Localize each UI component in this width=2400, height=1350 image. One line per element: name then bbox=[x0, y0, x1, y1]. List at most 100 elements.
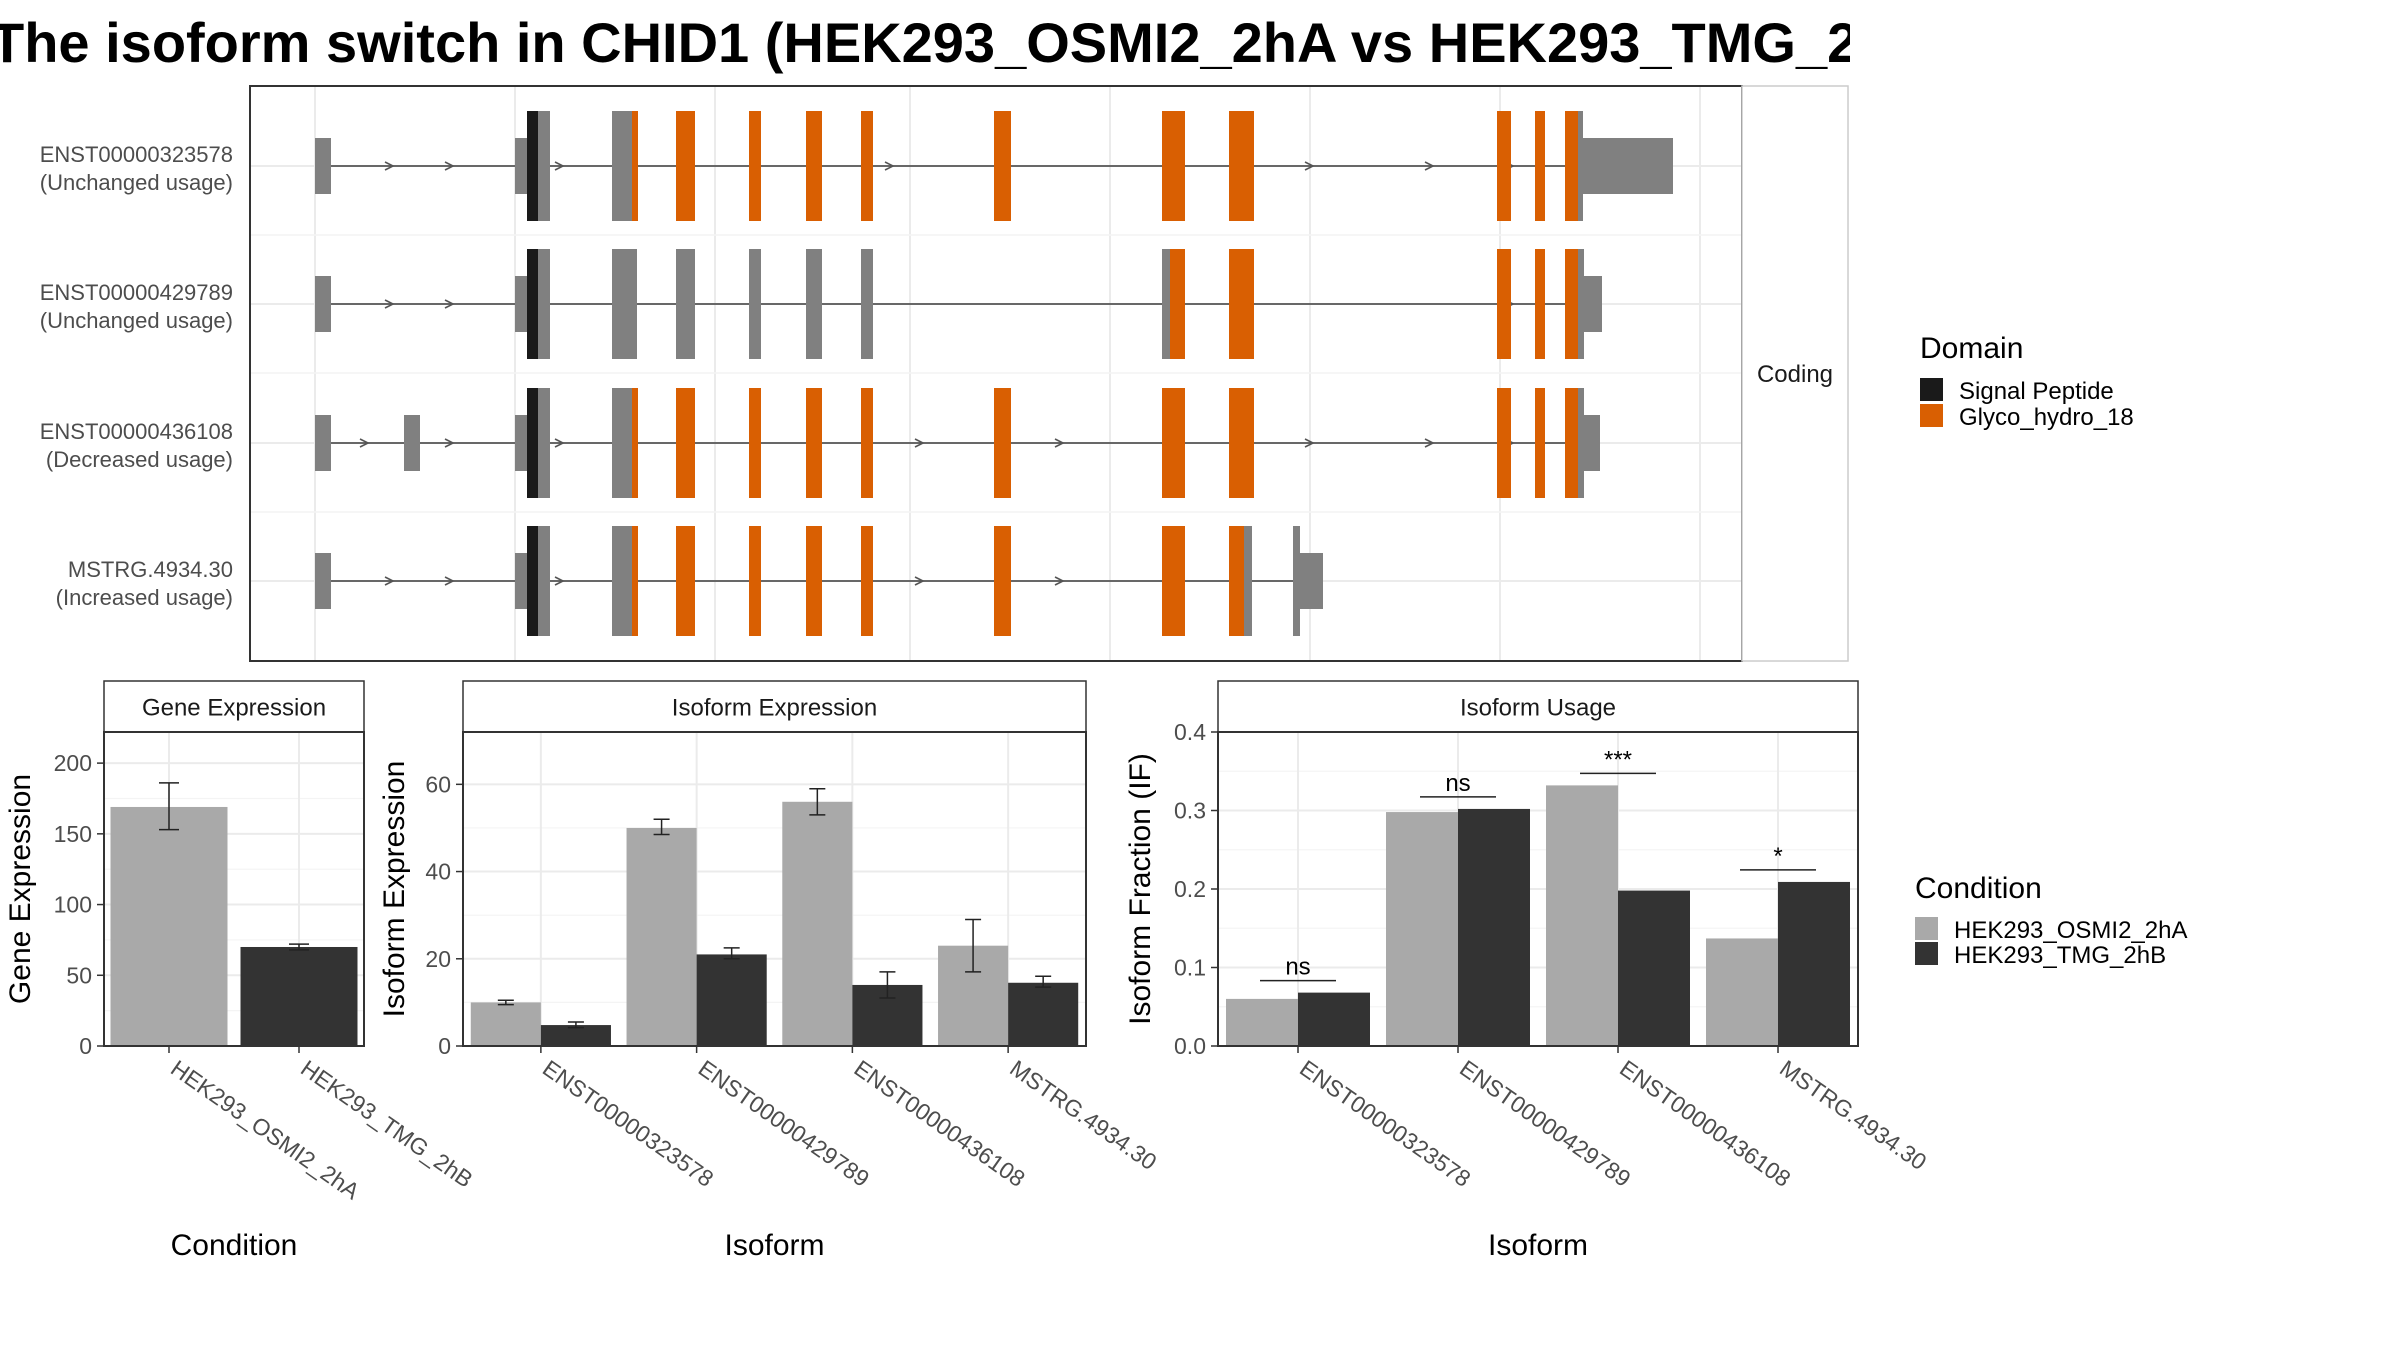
bar bbox=[1706, 938, 1778, 1046]
y-axis-title: Gene Expression bbox=[4, 774, 37, 1004]
y-axis-title: Isoform Fraction (IF) bbox=[1124, 753, 1157, 1025]
exon bbox=[676, 249, 695, 359]
isoform-track bbox=[315, 388, 1600, 498]
glyco-hydro-exon bbox=[1170, 249, 1185, 359]
strand-arrow bbox=[1054, 438, 1065, 448]
x-axis-title: Isoform bbox=[724, 1229, 824, 1262]
exon bbox=[1578, 111, 1583, 221]
isoform-usage-label: (Unchanged usage) bbox=[40, 170, 233, 195]
glyco-hydro-exon bbox=[806, 111, 822, 221]
y-tick-label: 60 bbox=[425, 771, 451, 797]
isoform-id-label: ENST00000323578 bbox=[40, 142, 233, 167]
exon bbox=[612, 526, 632, 636]
bar bbox=[540, 1025, 611, 1046]
strand-arrow bbox=[1424, 161, 1435, 171]
glyco-hydro-exon bbox=[632, 388, 638, 498]
strip-label: Coding bbox=[1757, 361, 1833, 388]
strand-arrow bbox=[359, 438, 370, 448]
bar bbox=[626, 827, 697, 1046]
domain-legend-label: Signal Peptide bbox=[1959, 378, 2114, 405]
glyco-hydro-exon bbox=[676, 526, 695, 636]
significance-label: ns bbox=[1445, 770, 1470, 797]
glyco-hydro-exon bbox=[1497, 249, 1511, 359]
strand-arrow bbox=[444, 438, 455, 448]
exon bbox=[612, 111, 632, 221]
significance-label: ns bbox=[1285, 954, 1310, 981]
glyco-hydro-exon bbox=[1535, 249, 1545, 359]
x-tick-label: ENST00000323578 bbox=[1295, 1055, 1475, 1192]
glyco-hydro-exon bbox=[676, 111, 695, 221]
strand-arrow bbox=[444, 299, 455, 309]
y-tick-label: 0 bbox=[438, 1033, 451, 1059]
isoform-usage-label: (Increased usage) bbox=[56, 585, 233, 610]
signal-peptide-exon bbox=[527, 249, 538, 359]
bar-panel-3: Isoform Usagensns****0.00.10.20.30.4ENST… bbox=[1124, 680, 1931, 1262]
y-tick-label: 0.1 bbox=[1174, 955, 1206, 981]
panel-title: Gene Expression bbox=[142, 695, 326, 722]
strand-arrow bbox=[554, 576, 565, 586]
bar bbox=[1458, 808, 1530, 1046]
glyco-hydro-exon bbox=[749, 526, 761, 636]
strand-arrow bbox=[1424, 438, 1435, 448]
glyco-hydro-exon bbox=[994, 111, 1011, 221]
x-axis-title: Condition bbox=[171, 1229, 298, 1262]
panel-strip bbox=[462, 680, 1087, 733]
condition-legend-label: HEK293_OSMI2_2hA bbox=[1954, 917, 2187, 944]
glyco-hydro-exon bbox=[994, 526, 1011, 636]
glyco-hydro-exon bbox=[861, 526, 873, 636]
exon bbox=[1578, 388, 1584, 498]
main-title: The isoform switch in CHID1 (HEK293_OSMI… bbox=[0, 11, 1850, 74]
glyco-hydro-exon bbox=[1162, 111, 1185, 221]
bar bbox=[470, 1002, 541, 1046]
significance-label: *** bbox=[1604, 746, 1632, 773]
strand-arrow bbox=[1304, 438, 1315, 448]
exon bbox=[515, 276, 527, 332]
isoform-usage-label: (Decreased usage) bbox=[46, 447, 233, 472]
y-tick-label: 50 bbox=[66, 962, 92, 988]
exon bbox=[1584, 415, 1600, 471]
exon bbox=[1162, 249, 1170, 359]
x-tick-label: ENST00000436108 bbox=[1615, 1055, 1795, 1192]
exon bbox=[1293, 526, 1300, 636]
panel-title: Isoform Expression bbox=[672, 695, 877, 722]
domain-legend-key bbox=[1920, 404, 1943, 427]
y-tick-label: 0.0 bbox=[1174, 1033, 1206, 1059]
strip-box bbox=[1741, 85, 1849, 662]
y-tick-label: 40 bbox=[425, 859, 451, 885]
exon bbox=[612, 388, 632, 498]
domain-legend-title: Domain bbox=[1920, 332, 2023, 365]
bar-panel-2: Isoform Expression 0 20 40 60 ENST00000323578… bbox=[378, 680, 1162, 1262]
exon bbox=[538, 249, 550, 359]
bar bbox=[1386, 812, 1458, 1046]
exon bbox=[315, 276, 331, 332]
domain-legend-key bbox=[1920, 378, 1943, 401]
signal-peptide-exon bbox=[527, 526, 538, 636]
exon bbox=[612, 249, 637, 359]
exon bbox=[749, 249, 761, 359]
condition-legend-key bbox=[1915, 917, 1938, 940]
x-tick-label: ENST00000429789 bbox=[694, 1055, 874, 1192]
exon bbox=[1583, 138, 1673, 194]
glyco-hydro-exon bbox=[749, 111, 761, 221]
exon bbox=[315, 415, 331, 471]
condition-legend-label: HEK293_TMG_2hB bbox=[1954, 942, 2166, 969]
strand-arrow bbox=[1304, 161, 1315, 171]
bar bbox=[1546, 785, 1618, 1046]
exon bbox=[806, 249, 822, 359]
strand-arrow bbox=[444, 161, 455, 171]
exon bbox=[1584, 276, 1602, 332]
plot-border bbox=[462, 731, 1087, 1047]
glyco-hydro-exon bbox=[861, 388, 873, 498]
glyco-hydro-exon bbox=[1535, 111, 1545, 221]
exon bbox=[1300, 553, 1323, 609]
isoform-id-label: MSTRG.4934.30 bbox=[68, 557, 233, 582]
isoform-id-label: ENST00000436108 bbox=[40, 419, 233, 444]
exon bbox=[1244, 526, 1252, 636]
glyco-hydro-exon bbox=[1162, 526, 1185, 636]
bar bbox=[1008, 982, 1079, 1046]
isoform-track bbox=[315, 249, 1602, 359]
y-tick-label: 0.3 bbox=[1174, 798, 1206, 824]
exon bbox=[404, 415, 420, 471]
